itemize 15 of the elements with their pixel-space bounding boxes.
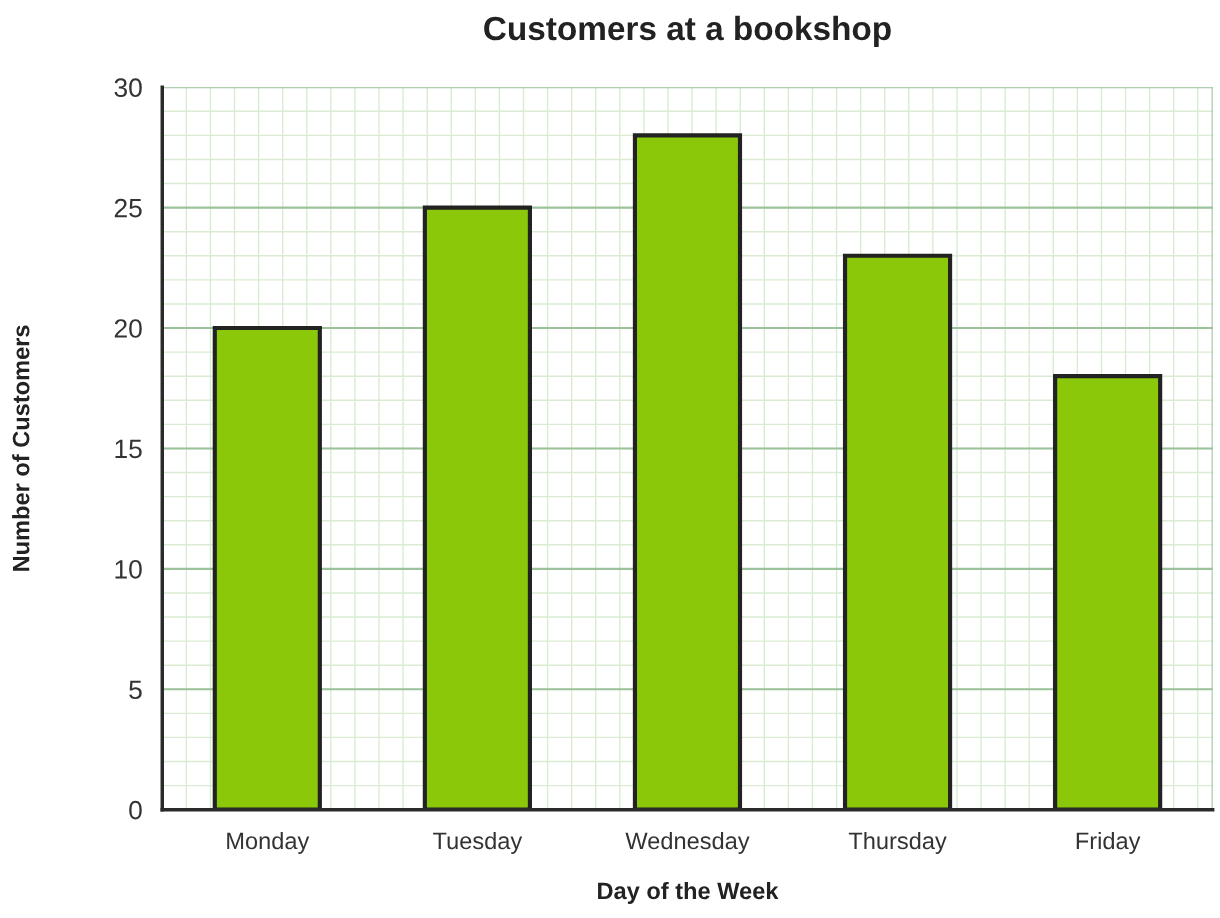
y-tick-label: 0: [129, 800, 142, 820]
x-tick-label: Wednesday: [625, 831, 750, 854]
x-tick-label: Monday: [227, 831, 310, 854]
y-tick-label: 30: [114, 78, 142, 98]
y-tick-label: 15: [115, 439, 142, 459]
x-tick-label: Tuesday: [433, 831, 523, 854]
y-tick-label: 10: [115, 559, 142, 579]
y-axis-title: Number of Customers: [12, 325, 30, 571]
x-tick-label: Friday: [1076, 831, 1141, 854]
y-tick-label: 20: [114, 319, 142, 338]
x-tick-label: Thursday: [848, 831, 947, 854]
chart-title: Customers at a bookshop: [484, 15, 891, 47]
y-tick-label: 25: [114, 198, 142, 218]
x-axis-title: Day of the Week: [598, 881, 779, 904]
y-tick-label: 5: [129, 680, 142, 700]
